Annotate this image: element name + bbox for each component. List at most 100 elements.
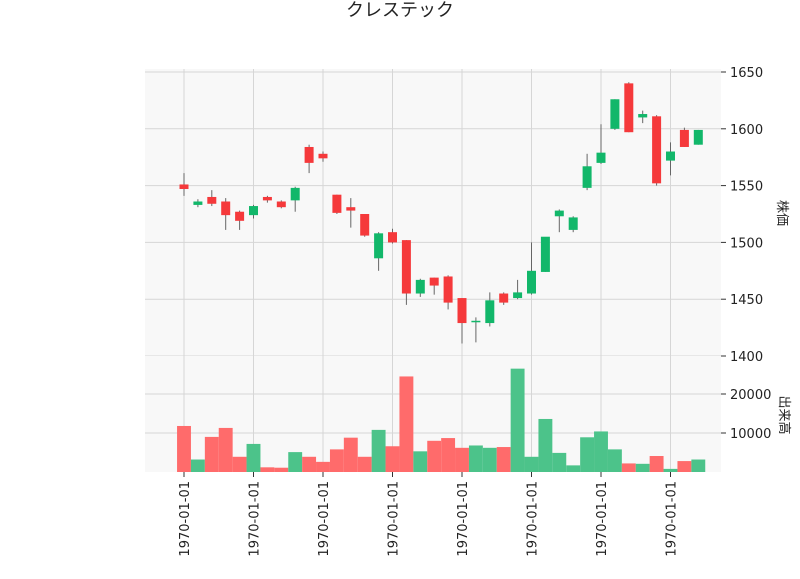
- volume-bar: [246, 443, 261, 472]
- volume-bar: [427, 440, 442, 472]
- candle: [513, 279, 523, 300]
- candle: [193, 199, 203, 208]
- price-ticks: 1400 1450 1500 1550 1600 1650: [721, 66, 763, 365]
- candle-body: [374, 233, 384, 259]
- volume-bar: [357, 456, 372, 472]
- candle-body: [346, 207, 356, 211]
- candle: [499, 292, 509, 305]
- candle: [388, 228, 397, 244]
- price-axis-label: 株価: [774, 200, 789, 226]
- candle-body: [527, 270, 536, 294]
- volume-bar: [204, 436, 219, 472]
- candle: [401, 240, 411, 305]
- volume-bar: [510, 368, 525, 472]
- chart-title: クレステック: [346, 0, 454, 21]
- candle: [527, 242, 536, 295]
- volume-axis-label: 出来高: [776, 395, 792, 434]
- candle-body: [540, 236, 550, 272]
- candle: [596, 124, 606, 165]
- volume-bar: [274, 467, 289, 472]
- candle: [638, 110, 648, 124]
- price-tick-label: 1550: [730, 180, 763, 195]
- candle: [262, 195, 272, 203]
- candle-body: [693, 129, 703, 145]
- candle: [290, 186, 300, 212]
- candle: [652, 115, 662, 186]
- candle-body: [290, 187, 300, 201]
- candle-body: [207, 196, 217, 204]
- volume-bar: [371, 429, 386, 472]
- price-panel: 1400 1450 1500 1550 1600 1650 株価: [145, 66, 789, 365]
- volume-ticks: 10000 20000: [721, 388, 771, 442]
- candle-body: [401, 240, 411, 294]
- candle-body: [568, 217, 578, 230]
- candles: [179, 82, 703, 344]
- candle-body: [554, 210, 564, 217]
- price-tick-label: 1650: [730, 66, 763, 81]
- volume-panel: 10000 20000 出来高: [145, 356, 792, 472]
- candle: [429, 277, 439, 295]
- volume-bars: [177, 368, 706, 472]
- candle: [318, 151, 328, 162]
- candle: [332, 194, 342, 214]
- candle: [207, 190, 217, 207]
- candle: [582, 153, 592, 191]
- price-tick-label: 1600: [730, 123, 763, 138]
- volume-bar: [580, 437, 595, 472]
- candle: [485, 292, 495, 327]
- candle: [693, 129, 703, 145]
- volume-bar: [524, 456, 539, 472]
- candle-body: [235, 211, 245, 221]
- candle-body: [318, 153, 328, 159]
- volume-bar: [413, 451, 428, 472]
- price-tick-label: 1500: [730, 236, 763, 251]
- volume-bar: [302, 456, 317, 472]
- candle-body: [415, 279, 425, 294]
- volume-bar: [260, 467, 275, 472]
- candle: [179, 173, 189, 196]
- volume-bar: [566, 465, 581, 472]
- candle-body: [457, 298, 467, 324]
- candle-body: [638, 114, 648, 118]
- volume-bar: [177, 425, 191, 472]
- x-tick-label: 1970-01-01: [456, 481, 471, 557]
- candle-body: [582, 166, 592, 188]
- volume-bar: [538, 418, 553, 472]
- price-panel-background: [145, 69, 721, 356]
- candle: [554, 209, 564, 233]
- candle-body: [249, 206, 258, 216]
- volume-bar: [385, 446, 400, 472]
- volume-tick-label: 10000: [730, 427, 771, 442]
- candle-body: [332, 194, 342, 213]
- volume-bar: [329, 449, 344, 472]
- volume-bar: [316, 461, 330, 472]
- candle-body: [485, 300, 495, 324]
- candle-body: [443, 276, 453, 303]
- x-tick-label: 1970-01-01: [526, 481, 541, 557]
- volume-bar: [677, 461, 692, 472]
- candle: [415, 278, 425, 297]
- volume-bar: [288, 452, 303, 472]
- volume-bar: [594, 431, 608, 472]
- volume-bar: [649, 456, 664, 472]
- candle-body: [610, 99, 620, 129]
- candle-body: [388, 232, 397, 243]
- volume-bar: [663, 468, 678, 472]
- candle: [540, 236, 550, 272]
- volume-bar: [468, 445, 483, 472]
- volume-bar: [343, 437, 358, 472]
- candle: [568, 216, 578, 233]
- candle-body: [221, 201, 231, 216]
- volume-bar: [190, 459, 205, 472]
- candle: [276, 200, 286, 209]
- x-tick-label: 1970-01-01: [317, 481, 332, 557]
- x-tick-label: 1970-01-01: [665, 481, 680, 557]
- volume-bar: [621, 463, 636, 472]
- candle-body: [262, 196, 272, 201]
- candle-body: [652, 116, 662, 184]
- volume-bar: [218, 427, 233, 472]
- candle: [624, 82, 634, 133]
- candle: [679, 127, 689, 147]
- candle: [374, 232, 384, 271]
